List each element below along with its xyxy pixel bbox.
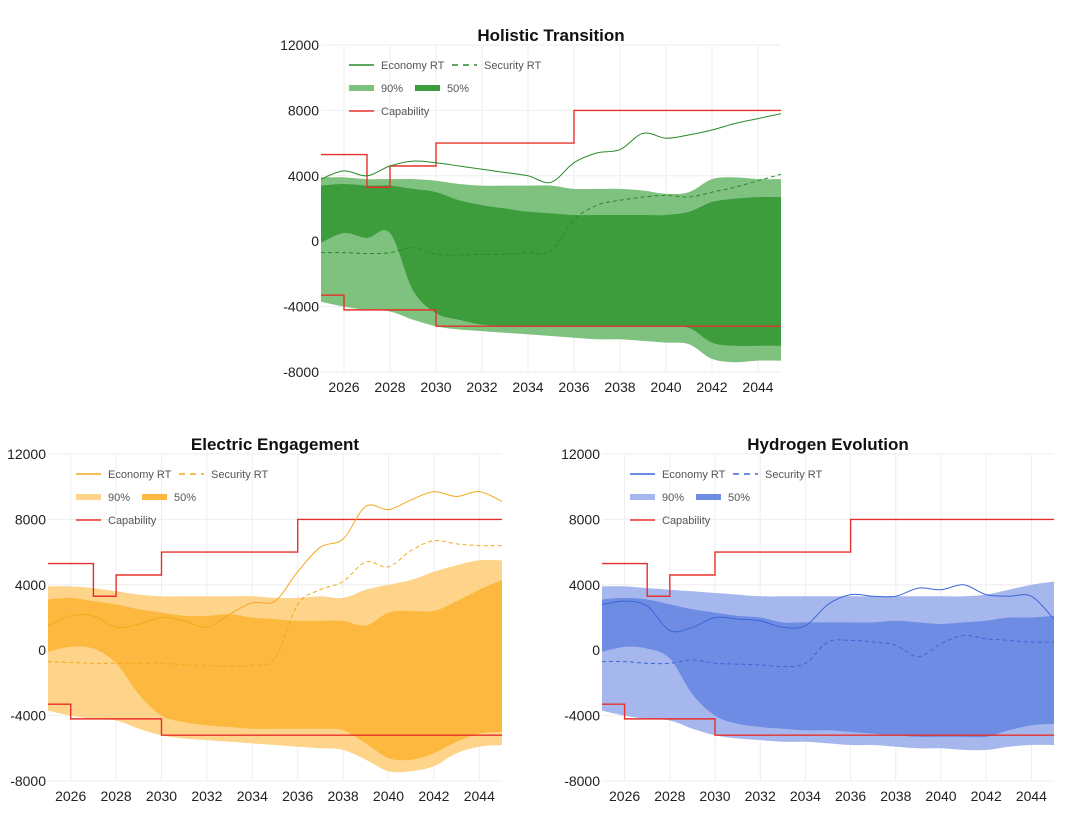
legend-capability-label: Capability	[381, 106, 430, 118]
y-tick-label: 4000	[15, 577, 46, 593]
legend-90-label: 90%	[381, 83, 403, 95]
legend: Economy RT Security RT 90% 50% Capability	[630, 469, 823, 527]
x-tick-label: 2028	[374, 379, 405, 395]
legend-50-swatch	[142, 494, 167, 500]
chart-1: 2026 2028 2030 2032 2034 2036 2038 2040 2042 2044…	[7, 435, 502, 804]
y-tick-label: -4000	[283, 299, 319, 315]
x-tick-label: 2032	[745, 788, 776, 804]
plot-area	[602, 518, 1054, 751]
x-tick-label: 2028	[101, 788, 132, 804]
x-tick-label: 2042	[696, 379, 727, 395]
plot-area	[321, 109, 781, 363]
x-tick-label: 2038	[604, 379, 635, 395]
y-tick-label: 0	[592, 642, 600, 658]
x-tick-label: 2040	[373, 788, 404, 804]
x-tick-label: 2026	[609, 788, 640, 804]
legend-economy-label: Economy RT	[108, 469, 172, 481]
y-tick-label: -4000	[10, 708, 46, 724]
x-tick-label: 2032	[466, 379, 497, 395]
legend-50-swatch	[696, 494, 721, 500]
x-tick-label: 2032	[191, 788, 222, 804]
legend-economy-label: Economy RT	[381, 60, 445, 72]
legend-capability-label: Capability	[108, 515, 157, 527]
chart-2: 2026 2028 2030 2032 2034 2036 2038 2040 2042 2044…	[561, 435, 1054, 804]
plot-area	[48, 491, 502, 773]
x-tick-label: 2040	[650, 379, 681, 395]
chart-0: 2026 2028 2030 2032 2034 2036 2038 2040 2042 2044…	[280, 26, 781, 395]
legend-90-swatch	[76, 494, 101, 500]
y-tick-label: 12000	[7, 446, 46, 462]
legend-90-label: 90%	[108, 492, 130, 504]
capability-lower-line	[602, 703, 1054, 736]
y-tick-label: 4000	[288, 168, 319, 184]
x-tick-label: 2028	[654, 788, 685, 804]
x-tick-label: 2026	[328, 379, 359, 395]
capability-lower-line	[48, 703, 502, 736]
economy-rt-line	[48, 491, 502, 629]
y-tick-label: 12000	[280, 37, 319, 53]
y-tick-label: 4000	[569, 577, 600, 593]
x-tick-label: 2034	[237, 788, 268, 804]
y-tick-label: 8000	[569, 511, 600, 527]
capability-upper-line	[48, 518, 502, 597]
economy-rt-line	[321, 113, 781, 184]
economy-rt-line	[602, 584, 1054, 633]
x-tick-label: 2044	[1016, 788, 1047, 804]
capability-upper-line	[602, 518, 1054, 597]
legend-economy-label: Economy RT	[662, 469, 726, 481]
x-tick-label: 2044	[464, 788, 495, 804]
legend-50-label: 50%	[447, 83, 469, 95]
x-tick-label: 2038	[328, 788, 359, 804]
x-tick-label: 2042	[418, 788, 449, 804]
x-tick-label: 2030	[146, 788, 177, 804]
capability-lower-line	[321, 294, 781, 327]
y-tick-label: 0	[38, 642, 46, 658]
y-tick-label: 8000	[15, 511, 46, 527]
x-tick-label: 2034	[790, 788, 821, 804]
x-tick-label: 2030	[699, 788, 730, 804]
legend-security-label: Security RT	[765, 469, 823, 481]
legend: Economy RT Security RT 90% 50% Capability	[349, 60, 542, 118]
legend-security-label: Security RT	[211, 469, 269, 481]
band-50	[48, 579, 502, 761]
band-50	[602, 597, 1054, 738]
legend-90-swatch	[349, 85, 374, 91]
x-tick-label: 2040	[925, 788, 956, 804]
band-50	[321, 184, 781, 347]
x-tick-label: 2036	[558, 379, 589, 395]
y-tick-label: 12000	[561, 446, 600, 462]
security-rt-line	[321, 173, 781, 256]
legend-security-label: Security RT	[484, 60, 542, 72]
x-tick-label: 2026	[55, 788, 86, 804]
legend-capability-label: Capability	[662, 515, 711, 527]
legend-50-label: 50%	[174, 492, 196, 504]
x-tick-label: 2042	[971, 788, 1002, 804]
x-tick-label: 2038	[880, 788, 911, 804]
y-tick-label: 8000	[288, 102, 319, 118]
legend-90-label: 90%	[662, 492, 684, 504]
chart-title: Electric Engagement	[191, 435, 360, 454]
x-tick-label: 2036	[282, 788, 313, 804]
legend-50-label: 50%	[728, 492, 750, 504]
chart-title: Holistic Transition	[477, 26, 624, 45]
legend-90-swatch	[630, 494, 655, 500]
x-tick-label: 2034	[512, 379, 543, 395]
y-tick-label: -8000	[10, 773, 46, 789]
x-tick-label: 2044	[742, 379, 773, 395]
chart-title: Hydrogen Evolution	[747, 435, 909, 454]
y-tick-label: 0	[311, 233, 319, 249]
y-tick-label: -8000	[283, 364, 319, 380]
legend-50-swatch	[415, 85, 440, 91]
capability-upper-line	[321, 109, 781, 188]
y-tick-label: -4000	[564, 708, 600, 724]
y-tick-label: -8000	[564, 773, 600, 789]
legend: Economy RT Security RT 90% 50% Capability	[76, 469, 269, 527]
x-tick-label: 2036	[835, 788, 866, 804]
x-tick-label: 2030	[420, 379, 451, 395]
